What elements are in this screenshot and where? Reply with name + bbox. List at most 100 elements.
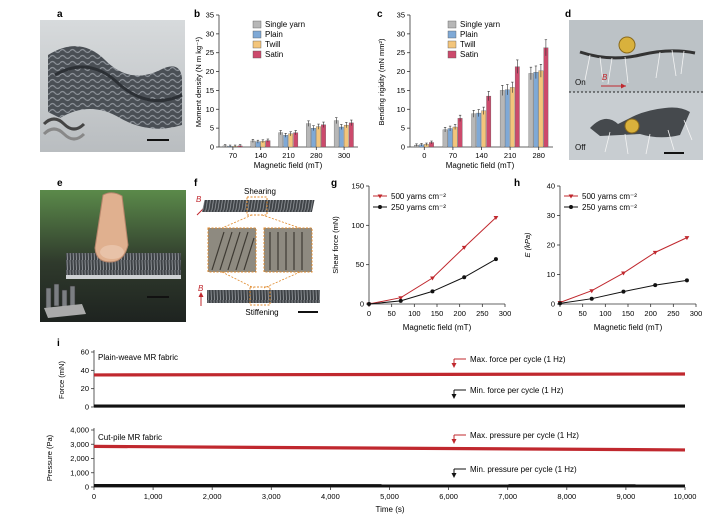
bar-plain <box>311 127 316 148</box>
y-tick-label: 10 <box>397 105 405 114</box>
legend-label: 250 yarns cm⁻² <box>391 203 446 212</box>
legend-marker <box>569 205 573 209</box>
data-point <box>461 245 467 250</box>
legend-label: Plain <box>265 30 283 39</box>
y-tick-label: 5 <box>401 124 405 133</box>
bar-twill <box>481 110 487 148</box>
panel-a-photo <box>40 20 185 152</box>
x-tick-label: 100 <box>599 309 612 318</box>
bar-satin <box>321 124 326 148</box>
legend-swatch <box>447 40 457 49</box>
series-band-0 <box>94 372 685 377</box>
bar-single-yarn <box>499 90 505 148</box>
panel-i-top-ylabel: Force (mN) <box>57 361 66 399</box>
bar-satin <box>543 47 549 148</box>
series-band-1 <box>94 483 685 488</box>
data-point <box>398 296 404 301</box>
legend-swatch <box>252 20 262 29</box>
y-tick-label: 35 <box>206 11 214 20</box>
legend-label: Single yarn <box>460 20 500 29</box>
panel-d-off-label: Off <box>575 143 586 152</box>
panel-d-letter: d <box>565 9 571 20</box>
panel-a-letter: a <box>57 9 63 20</box>
legend-label: Satin <box>265 50 283 59</box>
panel-g-chart: 0 50 100 150 0 50 100 150 200 250 300 Shear force… <box>331 182 511 333</box>
x-tick-label: 10,000 <box>674 492 697 501</box>
y-tick-label: 60 <box>81 348 89 357</box>
y-tick-label: 50 <box>356 260 364 269</box>
y-tick-label: 25 <box>397 48 405 57</box>
panel-i-top-max-label: Max. force per cycle (1 Hz) <box>470 355 566 364</box>
panel-f-schematic: Shearing B B Stiffening <box>196 187 320 317</box>
bar-twill <box>316 126 321 148</box>
bar-single-yarn <box>442 129 448 148</box>
legend-marker <box>378 205 382 209</box>
x-tick-label: 0 <box>422 151 426 160</box>
bar-plain <box>504 89 510 148</box>
panel-b-letter: b <box>194 9 200 20</box>
y-tick-label: 0 <box>401 143 405 152</box>
legend-label: 250 yarns cm⁻² <box>582 203 637 212</box>
panel-f-b-top: B <box>196 195 202 204</box>
legend-label: Plain <box>460 30 478 39</box>
x-tick-label: 8,000 <box>557 492 576 501</box>
legend-swatch <box>252 50 262 59</box>
legend-swatch <box>447 30 457 39</box>
y-tick-label: 35 <box>397 11 405 20</box>
x-tick-label: 300 <box>499 309 512 318</box>
y-tick-label: 20 <box>547 241 555 250</box>
panel-i-top-max-callout <box>451 358 466 368</box>
panel-f-shearing-label: Shearing <box>244 187 276 196</box>
x-tick-label: 0 <box>558 309 562 318</box>
y-tick-label: 20 <box>206 67 214 76</box>
panel-e-photo <box>40 190 186 322</box>
legend-swatch <box>447 20 457 29</box>
x-tick-label: 250 <box>667 309 680 318</box>
x-tick-label: 280 <box>532 151 545 160</box>
panel-i-bottom-max-callout <box>451 434 466 444</box>
y-tick-label: 30 <box>397 29 405 38</box>
y-tick-label: 20 <box>397 67 405 76</box>
x-tick-label: 200 <box>453 309 466 318</box>
data-point <box>589 289 595 294</box>
y-tick-label: 15 <box>206 86 214 95</box>
data-point <box>621 289 626 294</box>
panel-i-letter: i <box>57 338 60 349</box>
legend-swatch <box>252 40 262 49</box>
panel-f-b-bottom: B <box>198 284 204 293</box>
y-tick-label: 0 <box>360 300 364 309</box>
y-tick-label: 0 <box>85 483 89 492</box>
bar-twill <box>452 126 458 148</box>
y-tick-label: 100 <box>351 221 364 230</box>
legend-label: 500 yarns cm⁻² <box>391 192 446 201</box>
x-tick-label: 140 <box>254 151 267 160</box>
panel-c-ylabel: Bending rigidity (mN mm²) <box>377 38 386 126</box>
y-tick-label: 30 <box>206 29 214 38</box>
panel-i-bottom-min-callout <box>451 468 466 478</box>
bar-satin <box>348 122 354 148</box>
panel-e-letter: e <box>57 178 63 189</box>
panel-b-ylabel: Moment density (N m kg⁻¹) <box>194 36 203 127</box>
panel-c-letter: c <box>377 9 383 20</box>
x-tick-label: 100 <box>408 309 421 318</box>
y-tick-label: 5 <box>210 124 214 133</box>
legend-marker <box>568 194 574 199</box>
panel-h-xlabel: Magnetic field (mT) <box>594 323 663 332</box>
x-tick-label: 300 <box>690 309 703 318</box>
data-point <box>684 278 689 283</box>
x-tick-label: 5,000 <box>380 492 399 501</box>
x-tick-label: 70 <box>449 151 457 160</box>
panel-g-xlabel: Magnetic field (mT) <box>403 323 472 332</box>
bar-plain <box>447 128 453 148</box>
data-point <box>493 215 499 220</box>
x-tick-label: 70 <box>229 151 237 160</box>
legend-label: Single yarn <box>265 20 305 29</box>
x-tick-label: 9,000 <box>617 492 636 501</box>
x-tick-label: 210 <box>504 151 517 160</box>
legend-label: Twill <box>265 40 281 49</box>
x-tick-label: 7,000 <box>498 492 517 501</box>
panel-i-bottom-max-label: Max. pressure per cycle (1 Hz) <box>470 431 579 440</box>
panel-f-scale-bar <box>298 311 318 313</box>
bar-twill <box>509 87 515 148</box>
x-tick-label: 250 <box>476 309 489 318</box>
